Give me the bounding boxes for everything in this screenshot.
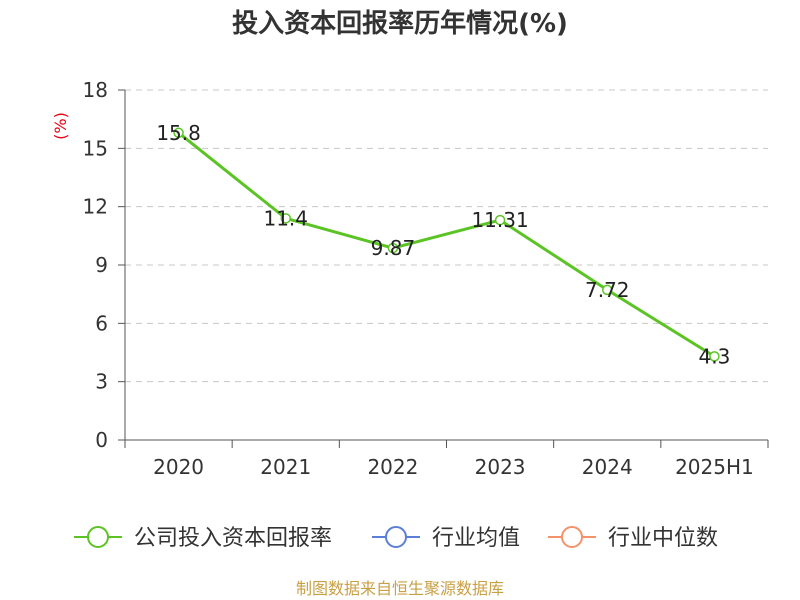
data-label-2021: 11.4 [263, 206, 308, 230]
data-point-2024 [602, 284, 613, 296]
y-tick-label-0: 0 [95, 428, 108, 452]
x-tick-label-2025H1: 2025H1 [675, 455, 754, 479]
x-tick-label-2023: 2023 [475, 455, 526, 479]
legend-label-1: 行业均值 [432, 526, 520, 551]
data-label-2023: 11.31 [471, 208, 528, 232]
data-point-2023 [494, 214, 506, 226]
y-tick-label-15: 15 [83, 136, 108, 160]
x-tick-label-2020: 2020 [153, 455, 204, 479]
x-tick-label-2021: 2021 [260, 455, 311, 479]
legend-marker-1 [385, 526, 407, 548]
data-label-2022: 9.87 [371, 236, 416, 260]
legend-label-0: 公司投入资本回报率 [134, 526, 332, 551]
legend-marker-2 [561, 526, 583, 548]
data-label-2020: 15.8 [156, 121, 201, 145]
series-line-0 [177, 131, 716, 358]
y-tick-label-9: 9 [95, 253, 108, 277]
legend-marker-0 [87, 526, 109, 548]
y-axis-unit: (%) [51, 112, 70, 140]
y-tick-label-12: 12 [83, 195, 108, 219]
data-point-2021 [280, 213, 291, 224]
data-label-2025H1: 4.3 [699, 344, 731, 368]
y-tick-label-6: 6 [95, 311, 108, 335]
data-label-2024: 7.72 [585, 278, 630, 302]
legend: 公司投入资本回报率 行业均值 行业中位数 [74, 526, 718, 551]
x-tick-label-2024: 2024 [582, 455, 633, 479]
data-point-2025H1 [709, 351, 720, 362]
grid [125, 89, 768, 383]
axes: 0 3 6 9 12 15 18 2020 2021 2022 2023 2024 2025H1 [83, 78, 769, 479]
y-tick-label-18: 18 [83, 78, 108, 102]
legend-label-2: 行业中位数 [608, 526, 718, 551]
data-point-2022 [387, 242, 399, 254]
series-lines: 15.8 11.4 9.87 11.31 7.72 4.3 [156, 121, 730, 369]
source-note: 制图数据来自恒生聚源数据库 [296, 579, 504, 598]
data-point-2020 [173, 127, 184, 139]
y-tick-label-3: 3 [95, 370, 108, 394]
chart-title: 投入资本回报率历年情况(%) [232, 8, 568, 39]
x-tick-label-2022: 2022 [367, 455, 418, 479]
